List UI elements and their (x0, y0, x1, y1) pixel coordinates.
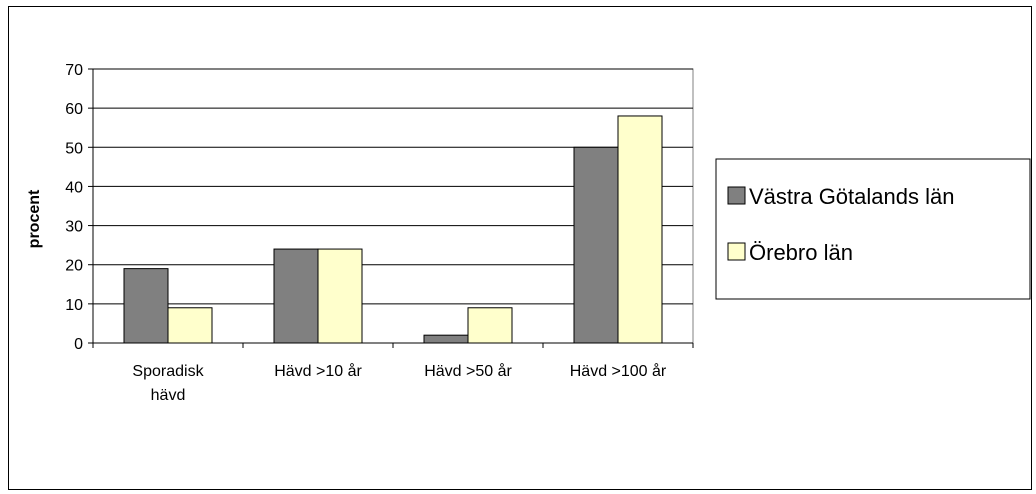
x-tick-label: Hävd >10 år (274, 362, 362, 380)
y-tick-label: 60 (65, 101, 83, 118)
legend-box (715, 158, 1031, 300)
x-tick-label: Hävd >50 år (424, 362, 512, 380)
y-tick-label: 50 (65, 140, 83, 157)
bar-orebro (167, 307, 213, 344)
chart: 0 10 20 30 40 50 60 70 Sporadisk hävd Hävd >10 år H… (26, 62, 1031, 404)
legend-label: Örebro län (749, 240, 853, 265)
y-tick-label: 40 (65, 179, 83, 196)
x-tick-label: Hävd >100 år (570, 362, 667, 380)
x-tick-label: Sporadisk (132, 363, 204, 380)
bar-vastra-gotaland (423, 334, 469, 344)
y-tick-label: 30 (65, 219, 83, 236)
bar-vastra-gotaland (273, 248, 319, 344)
chart-frame: 0 10 20 30 40 50 60 70 Sporadisk hävd Hävd >10 år H… (8, 6, 1032, 490)
y-tick-label: 10 (65, 297, 83, 314)
bar-vastra-gotaland (123, 268, 169, 344)
bar-vastra-gotaland (573, 146, 619, 344)
legend-swatch (727, 186, 746, 205)
bar-orebro (617, 115, 663, 344)
x-tick-label: hävd (151, 387, 186, 404)
bar-orebro (317, 248, 363, 344)
y-tick-label: 0 (74, 336, 83, 353)
y-axis-label: procent (26, 189, 43, 248)
y-tick-label: 20 (65, 258, 83, 275)
bar-orebro (467, 307, 513, 344)
legend-label: Västra Götalands län (749, 184, 954, 209)
y-tick-label: 70 (65, 62, 83, 79)
legend-swatch (727, 242, 746, 261)
